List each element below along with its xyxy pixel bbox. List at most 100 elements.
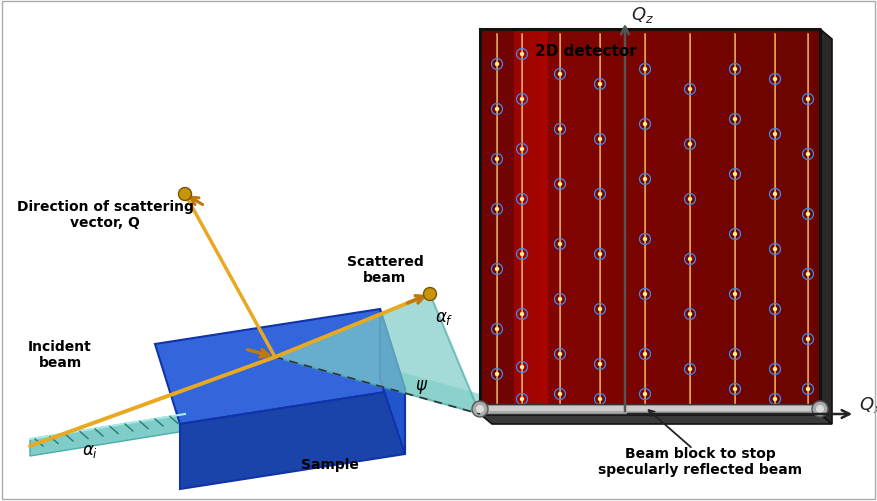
Circle shape [495, 267, 499, 272]
Polygon shape [531, 30, 539, 414]
Circle shape [733, 118, 738, 122]
Text: $Q_z$: $Q_z$ [631, 5, 654, 25]
Polygon shape [548, 30, 557, 414]
Polygon shape [735, 30, 744, 414]
Polygon shape [744, 30, 752, 414]
Polygon shape [667, 30, 675, 414]
Polygon shape [633, 30, 641, 414]
Circle shape [643, 237, 647, 241]
Polygon shape [275, 295, 480, 414]
Circle shape [806, 387, 810, 391]
Circle shape [806, 212, 810, 217]
Text: 2D detector: 2D detector [535, 45, 637, 60]
Circle shape [773, 397, 777, 401]
Circle shape [179, 188, 191, 201]
Polygon shape [565, 30, 574, 414]
Circle shape [495, 157, 499, 162]
Circle shape [558, 73, 562, 77]
Polygon shape [488, 30, 497, 414]
Circle shape [520, 397, 524, 401]
Circle shape [558, 242, 562, 246]
Polygon shape [514, 30, 523, 414]
Circle shape [816, 405, 824, 413]
Circle shape [558, 297, 562, 302]
Circle shape [773, 192, 777, 197]
Text: $\alpha_f$: $\alpha_f$ [435, 309, 453, 326]
Circle shape [806, 337, 810, 342]
Circle shape [643, 292, 647, 297]
Polygon shape [505, 30, 514, 414]
Circle shape [733, 232, 738, 237]
Polygon shape [497, 30, 505, 414]
Polygon shape [616, 30, 624, 414]
Polygon shape [778, 30, 786, 414]
Polygon shape [30, 414, 185, 456]
Circle shape [688, 258, 692, 262]
Circle shape [643, 392, 647, 396]
Polygon shape [675, 30, 684, 414]
Polygon shape [582, 30, 590, 414]
Circle shape [643, 123, 647, 127]
Polygon shape [155, 310, 405, 424]
Polygon shape [624, 30, 633, 414]
Circle shape [598, 362, 602, 366]
Polygon shape [574, 30, 582, 414]
Polygon shape [760, 30, 769, 414]
Circle shape [558, 352, 562, 357]
Polygon shape [709, 30, 718, 414]
Circle shape [520, 98, 524, 102]
Bar [480, 404, 820, 414]
Polygon shape [795, 30, 803, 414]
Polygon shape [480, 30, 488, 414]
Circle shape [598, 83, 602, 87]
Circle shape [424, 288, 437, 301]
Polygon shape [599, 30, 608, 414]
Circle shape [476, 405, 484, 413]
Polygon shape [811, 30, 820, 414]
Circle shape [733, 292, 738, 297]
Polygon shape [590, 30, 599, 414]
Circle shape [598, 307, 602, 312]
Polygon shape [820, 30, 832, 424]
Polygon shape [701, 30, 709, 414]
Circle shape [773, 367, 777, 371]
Polygon shape [523, 30, 531, 414]
Polygon shape [275, 337, 480, 414]
Circle shape [643, 177, 647, 182]
Bar [480, 406, 820, 411]
Circle shape [520, 312, 524, 317]
Polygon shape [480, 414, 832, 424]
Circle shape [495, 372, 499, 376]
Circle shape [688, 88, 692, 92]
Circle shape [773, 247, 777, 252]
Polygon shape [641, 30, 650, 414]
Polygon shape [659, 30, 667, 414]
Circle shape [520, 197, 524, 202]
Circle shape [558, 128, 562, 132]
Circle shape [733, 352, 738, 357]
Circle shape [643, 68, 647, 72]
Circle shape [495, 327, 499, 332]
Polygon shape [480, 30, 820, 414]
Polygon shape [684, 30, 693, 414]
Polygon shape [180, 389, 405, 489]
Polygon shape [650, 30, 659, 414]
Polygon shape [769, 30, 778, 414]
Polygon shape [718, 30, 726, 414]
Circle shape [643, 352, 647, 357]
Polygon shape [803, 30, 811, 414]
Circle shape [733, 68, 738, 72]
Circle shape [773, 133, 777, 137]
Polygon shape [693, 30, 701, 414]
Polygon shape [380, 310, 405, 454]
Polygon shape [786, 30, 795, 414]
Circle shape [598, 397, 602, 401]
Circle shape [520, 365, 524, 369]
Circle shape [495, 108, 499, 112]
Text: Scattered
beam: Scattered beam [346, 255, 424, 285]
Circle shape [598, 138, 602, 142]
Circle shape [806, 98, 810, 102]
Circle shape [688, 367, 692, 371]
Circle shape [812, 401, 828, 417]
Polygon shape [752, 30, 760, 414]
